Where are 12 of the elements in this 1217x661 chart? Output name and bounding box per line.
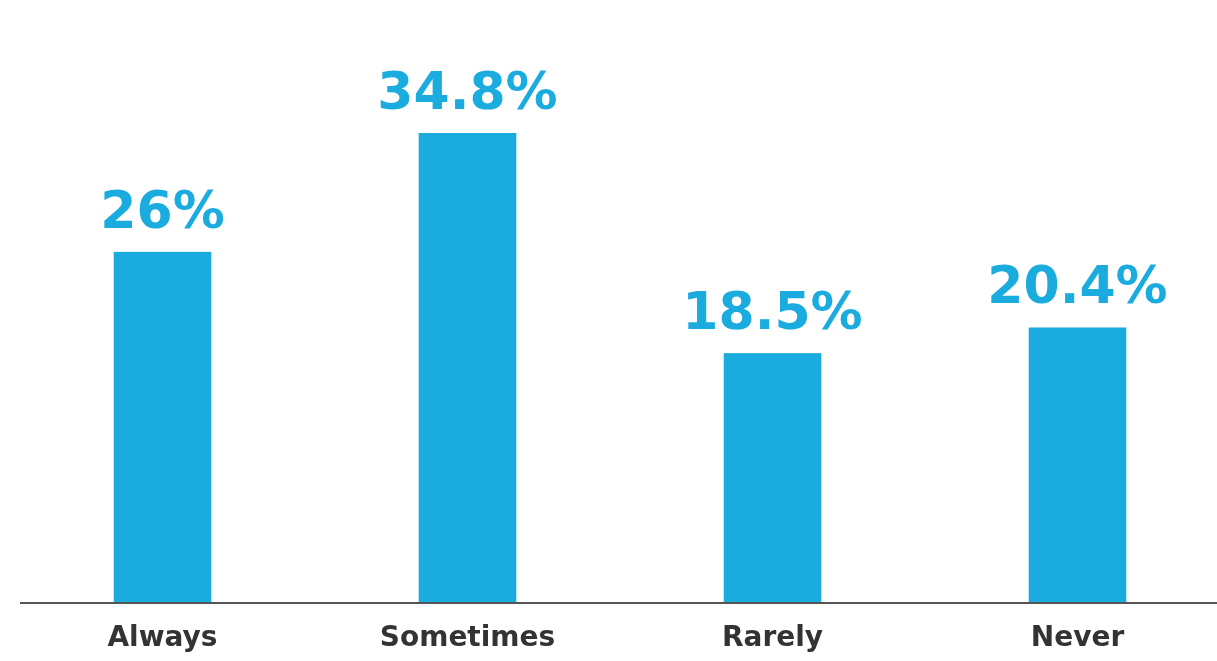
x-tick-label: Rarely <box>721 620 824 653</box>
bar <box>418 133 517 603</box>
x-tick-label: Never <box>1030 620 1125 653</box>
data-label: 34.8% <box>377 61 558 121</box>
data-label: 26% <box>100 179 225 240</box>
bar <box>1028 327 1127 603</box>
x-tick-label: Sometimes <box>379 620 556 653</box>
data-label: 20.4% <box>987 255 1168 316</box>
bar <box>723 353 822 603</box>
x-tick-label: Always <box>107 620 218 653</box>
data-label: 18.5% <box>682 281 863 342</box>
bar <box>113 251 212 603</box>
